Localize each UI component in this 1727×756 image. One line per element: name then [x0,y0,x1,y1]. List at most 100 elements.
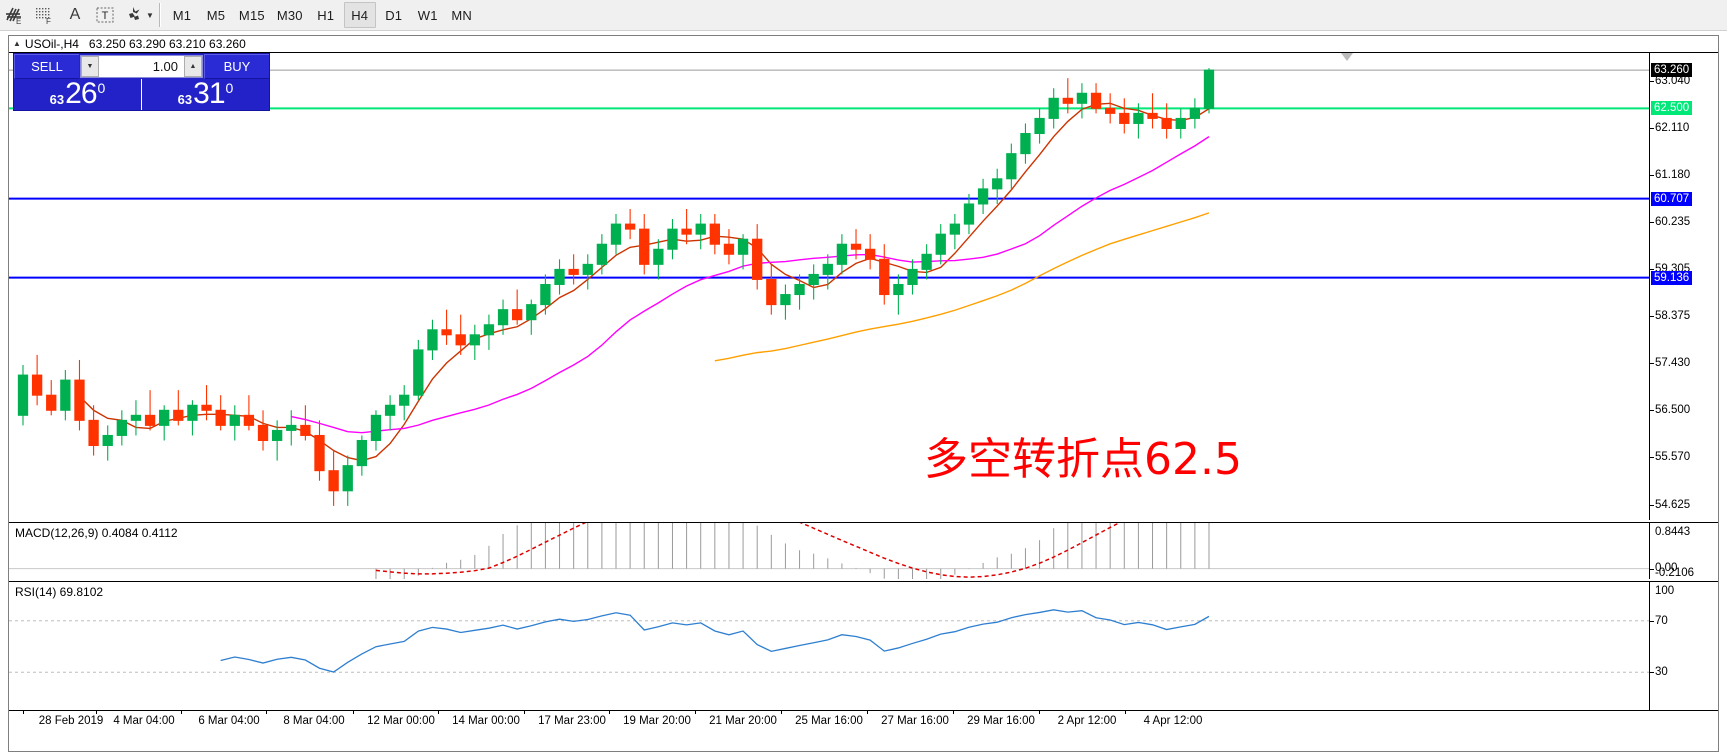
svg-text:E: E [16,17,21,26]
candle-body [116,419,127,436]
rsi-pane[interactable]: RSI(14) 69.8102 100 70 30 28 Feb 2019 4 Mar… [9,581,1718,731]
axis-tick [1650,81,1654,83]
candle-body [709,223,720,245]
price-plot-area[interactable]: 多空转折点62.5 [9,53,1651,520]
text-label-icon[interactable]: T [90,1,120,29]
axis-tick [1650,222,1654,224]
axis-tick [1650,174,1654,176]
chart-annotation-text: 多空转折点62.5 [924,434,1242,485]
axis-price-label: 56.500 [1655,404,1691,417]
candle-body [1062,97,1073,104]
sell-button[interactable]: SELL [14,54,79,79]
volume-value[interactable]: 1.00 [99,56,184,77]
one-click-trading-panel[interactable]: SELL ▼ 1.00 ▲ BUY 63 26 0 63 31 0 [13,53,270,111]
candle-body [1203,69,1215,109]
text-tool-icon[interactable]: A [69,6,81,23]
buy-price-display[interactable]: 63 31 0 [141,79,269,110]
candle-body [893,283,904,296]
candle-body [102,434,113,447]
objects-dropdown-icon[interactable]: ▼ [146,10,154,20]
timeframe-h1[interactable]: H1 [317,7,335,23]
timeframe-m15[interactable]: M15 [238,7,265,23]
time-axis-tick [96,711,97,714]
chart-window: ▲ USOil-,H4 63.250 63.290 63.210 63.260 … [8,35,1719,752]
timeframe-m1[interactable]: M1 [172,7,192,23]
price-pane[interactable]: 多空转折点62.5 63.040 62.110 61.180 60.235 59.305… [9,52,1718,520]
buy-button[interactable]: BUY [204,54,269,79]
timeframe-h4[interactable]: H4 [343,2,376,28]
collapse-icon[interactable]: ▲ [13,38,21,48]
candle-body [1034,117,1045,135]
candle-body [243,414,255,426]
rsi-axis[interactable]: 100 70 30 [1649,582,1718,711]
candle-body [737,238,749,255]
indicators-icon[interactable]: E [0,1,30,29]
candle-body [526,304,537,321]
candle-body [1048,97,1059,119]
candle-body [17,374,29,416]
candle-body [850,243,862,250]
axis-price-label: 60.707 [1651,191,1693,206]
volume-increment-icon[interactable]: ▲ [184,56,202,77]
candle-body [342,465,353,492]
axis-price-label: 57.430 [1655,357,1691,370]
macd-pane[interactable]: MACD(12,26,9) 0.4084 0.4112 0.8443 0.00 -0… [9,522,1718,579]
candle-body [130,414,142,421]
candle-body [554,268,565,285]
macd-signal-line [375,523,1121,578]
candle-body [314,434,325,472]
time-axis-tick [695,711,696,714]
axis-price-label: 63.260 [1651,63,1693,78]
candle-body [1076,92,1088,104]
candle-body [1147,112,1158,119]
time-axis-label: 27 Mar 16:00 [881,715,949,727]
trade-panel-top-row: SELL ▼ 1.00 ▲ BUY [14,54,269,79]
rsi-plot-area[interactable]: RSI(14) 69.8102 [9,582,1651,711]
time-axis-tick [867,711,868,714]
macd-chart-svg [9,523,1651,579]
axis-tick [1650,620,1654,622]
candle-body [723,243,735,255]
macd-plot-area[interactable]: MACD(12,26,9) 0.4084 0.4112 [9,523,1651,579]
price-axis[interactable]: 63.040 62.110 61.180 60.235 59.305 58.375 57.4… [1649,53,1718,520]
candle-body [822,263,833,275]
main-toolbar: E F A T [0,0,1727,31]
axis-price-label: 58.375 [1655,309,1691,322]
volume-decrement-icon[interactable]: ▼ [81,56,99,77]
candle-body [695,223,706,235]
candle-body [582,263,593,275]
time-axis-label: 12 Mar 00:00 [367,715,435,727]
toolbar-separator [156,2,165,28]
timeframe-mn[interactable]: MN [451,7,473,23]
macd-axis[interactable]: 0.8443 0.00 -0.2106 [1649,523,1718,579]
trade-panel-prices: 63 26 0 63 31 0 [14,79,269,110]
candle-body [455,334,466,346]
candle-body [31,374,43,396]
buy-price-fraction: 0 [225,80,234,96]
candle-body [370,414,382,441]
axis-tick [1650,315,1654,317]
candle-body [639,228,650,265]
candle-body [469,334,480,346]
time-axis-label: 6 Mar 04:00 [198,715,260,727]
rsi-line [220,609,1210,673]
candle-body [568,268,579,275]
axis-price-label: 62.500 [1651,101,1693,116]
timeframe-d1[interactable]: D1 [385,7,403,23]
time-axis[interactable]: 28 Feb 2019 4 Mar 04:00 6 Mar 04:00 8 Mar 0… [9,710,1718,731]
candle-body [624,223,636,230]
timeframe-w1[interactable]: W1 [417,7,438,23]
sell-price-display[interactable]: 63 26 0 [14,79,141,110]
objects-icon[interactable] [120,1,150,29]
grid-icon[interactable]: F [30,1,60,29]
axis-tick [1650,363,1654,365]
axis-price-label: 30 [1655,666,1668,679]
candle-body [399,394,410,406]
candle-body [921,253,932,270]
volume-input[interactable]: ▼ 1.00 ▲ [80,55,203,78]
timeframe-m30[interactable]: M30 [276,7,303,23]
axis-price-label: 59.136 [1651,270,1693,285]
timeframe-m5[interactable]: M5 [206,7,226,23]
candle-body [540,283,551,306]
axis-price-label: 0.00 [1655,561,1678,574]
